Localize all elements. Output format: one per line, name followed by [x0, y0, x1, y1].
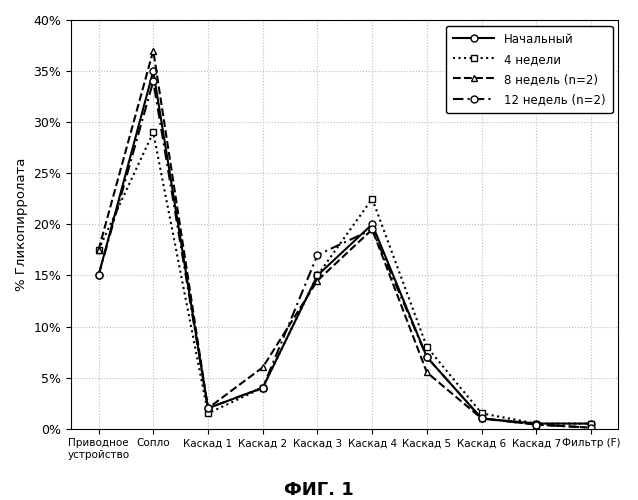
8 недель (n=2) [204, 405, 212, 411]
4 недели [368, 196, 376, 202]
4 недели [533, 420, 540, 426]
12 недель (n=2) [149, 78, 157, 84]
8 недель (n=2) [314, 278, 322, 283]
4 недели [423, 344, 431, 350]
Y-axis label: % Гликопирролата: % Гликопирролата [15, 158, 28, 291]
12 недель (n=2) [368, 226, 376, 232]
Начальный [478, 416, 486, 422]
8 недель (n=2) [478, 416, 486, 422]
Text: ФИГ. 1: ФИГ. 1 [284, 481, 354, 499]
12 недель (n=2) [478, 416, 486, 422]
12 недель (n=2) [259, 385, 267, 391]
4 недели [314, 272, 322, 278]
12 недель (n=2) [204, 405, 212, 411]
4 недели [259, 385, 267, 391]
8 недель (n=2) [368, 226, 376, 232]
Line: 8 недель (n=2): 8 недель (n=2) [95, 47, 595, 431]
8 недель (n=2) [587, 424, 595, 430]
Начальный [94, 272, 102, 278]
Line: Начальный: Начальный [95, 68, 595, 427]
Начальный [423, 354, 431, 360]
12 недель (n=2) [587, 424, 595, 430]
12 недель (n=2) [423, 354, 431, 360]
Line: 4 недели: 4 недели [95, 129, 595, 427]
Начальный [259, 385, 267, 391]
12 недель (n=2) [533, 422, 540, 428]
Начальный [368, 222, 376, 228]
4 недели [149, 130, 157, 136]
Начальный [149, 68, 157, 74]
12 недель (n=2) [94, 272, 102, 278]
8 недель (n=2) [149, 48, 157, 54]
8 недель (n=2) [533, 422, 540, 428]
8 недель (n=2) [423, 370, 431, 376]
4 недели [94, 247, 102, 253]
8 недель (n=2) [259, 364, 267, 370]
Legend: Начальный, 4 недели, 8 недель (n=2), 12 недель (n=2): Начальный, 4 недели, 8 недель (n=2), 12 … [446, 26, 612, 114]
4 недели [478, 410, 486, 416]
Начальный [314, 272, 322, 278]
12 недель (n=2) [314, 252, 322, 258]
Начальный [533, 420, 540, 426]
4 недели [587, 420, 595, 426]
8 недель (n=2) [94, 247, 102, 253]
Начальный [204, 405, 212, 411]
4 недели [204, 410, 212, 416]
Начальный [587, 420, 595, 426]
Line: 12 недель (n=2): 12 недель (n=2) [95, 78, 595, 431]
